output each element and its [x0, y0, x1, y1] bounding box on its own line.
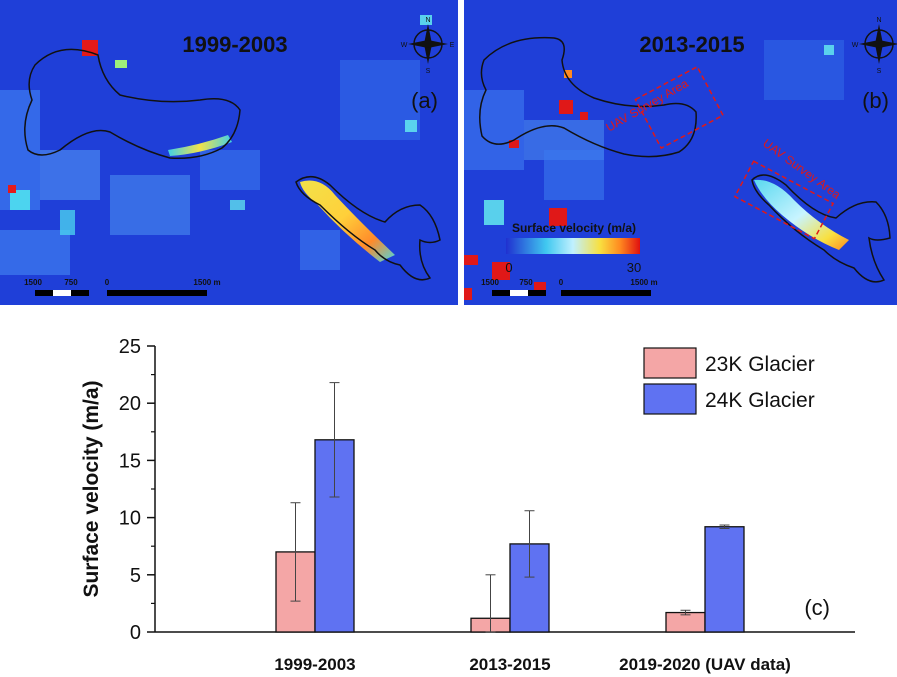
legend-swatch [643, 383, 697, 415]
y-tick-label: 15 [119, 450, 141, 472]
y-tick-label: 25 [119, 336, 141, 358]
svg-text:S: S [426, 68, 431, 75]
velocity-streak-23k [168, 135, 232, 156]
svg-text:E: E [450, 42, 455, 49]
y-tick-label: 5 [130, 565, 141, 587]
legend-label: 24K Glacier [705, 389, 815, 412]
y-axis-label: Surface velocity (m/a) [80, 380, 103, 597]
svg-text:1500 m: 1500 m [630, 278, 657, 287]
compass-rose-icon: N W E S [852, 17, 897, 75]
compass-rose-icon: N W E S [401, 17, 455, 75]
svg-text:1500 m: 1500 m [193, 278, 220, 287]
panel-label: (a) [411, 88, 438, 113]
glacier-outline-23k [24, 48, 241, 160]
glacier-outline-24k [751, 174, 891, 283]
svg-text:W: W [852, 42, 859, 49]
color-bar-title: Surface velocity (m/a) [512, 221, 636, 235]
map-panel-b: UAV Survey Area UAV Survey Area 2013-201… [464, 0, 897, 305]
svg-text:0: 0 [559, 278, 564, 287]
color-bar-min: 0 [505, 260, 512, 275]
svg-text:1500: 1500 [481, 278, 499, 287]
legend-label: 23K Glacier [705, 353, 815, 376]
panel-label: (c) [804, 595, 830, 620]
svg-text:N: N [425, 17, 430, 24]
glacier-outline-23k [479, 36, 697, 158]
x-tick-label: 2019-2020 (UAV data) [619, 655, 791, 674]
scale-bar: 1500 750 0 1500 m [24, 278, 221, 296]
scale-bar: 1500 750 0 1500 m [481, 278, 658, 296]
uav-survey-box-23k [634, 65, 725, 150]
period-title: 1999-2003 [182, 32, 287, 57]
svg-text:W: W [401, 42, 408, 49]
glacier-outline-24k [295, 176, 441, 281]
velocity-streak-24k [300, 180, 395, 262]
velocity-bar-chart: 0 5 10 15 20 25 Surface velocity (m/a) 1999-200… [80, 336, 855, 674]
legend-swatch [643, 347, 697, 379]
y-tick-label: 20 [119, 393, 141, 415]
color-bar-max: 30 [627, 260, 641, 275]
bar-23k [665, 611, 706, 633]
y-tick-label: 10 [119, 508, 141, 530]
svg-text:S: S [877, 68, 882, 75]
svg-text:N: N [876, 17, 881, 24]
svg-text:750: 750 [64, 278, 78, 287]
color-bar: Surface velocity (m/a) 0 30 [505, 221, 641, 275]
svg-text:0: 0 [105, 278, 110, 287]
x-tick-label: 2013-2015 [469, 655, 550, 674]
raster-patches [464, 40, 844, 300]
bar-24k [704, 526, 745, 633]
map-panel-a: 1999-2003 (a) N W E S 1500 750 0 1500 m [0, 0, 458, 305]
svg-text:1500: 1500 [24, 278, 42, 287]
raster-patches [0, 15, 432, 275]
velocity-streak-24k [754, 179, 849, 250]
y-tick-label: 0 [130, 622, 141, 644]
svg-text:750: 750 [519, 278, 533, 287]
x-tick-label: 1999-2003 [274, 655, 355, 674]
panel-label: (b) [862, 88, 889, 113]
period-title: 2013-2015 [639, 32, 744, 57]
